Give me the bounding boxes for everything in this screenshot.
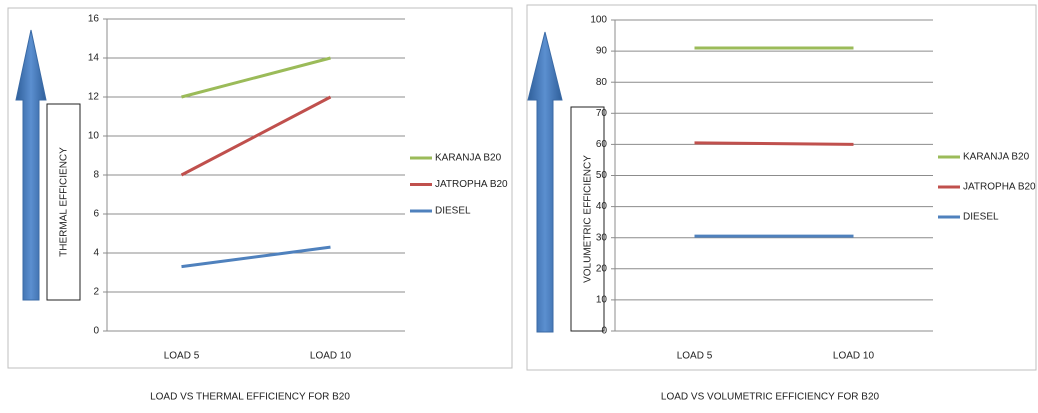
chart-caption: LOAD VS VOLUMETRIC EFFICIENCY FOR B20 <box>661 392 880 403</box>
arrow <box>15 29 47 301</box>
chart-frame <box>526 4 1037 371</box>
legend-label: DIESEL <box>963 212 999 223</box>
y-tick-label: 80 <box>596 77 608 88</box>
y-tick-label: 0 <box>93 326 99 337</box>
y-tick-label: 40 <box>596 201 608 212</box>
y-tick-label: 10 <box>596 295 608 306</box>
series-line <box>181 56 331 99</box>
series-line <box>181 245 331 269</box>
y-tick-label: 16 <box>88 14 100 25</box>
y-axis-label: THERMAL EFFICIENCY <box>59 147 70 257</box>
y-tick-label: 90 <box>596 46 608 57</box>
y-tick-label: 2 <box>93 287 99 298</box>
x-tick-label: LOAD 5 <box>677 351 713 362</box>
y-tick-label: 30 <box>596 232 608 243</box>
legend-label: JATROPHA B20 <box>963 182 1036 193</box>
y-tick-label: 60 <box>596 139 608 150</box>
arrow <box>527 31 563 333</box>
chart-caption: LOAD VS THERMAL EFFICIENCY FOR B20 <box>150 392 350 403</box>
chart-frame <box>7 7 513 369</box>
legend-label: KARANJA B20 <box>963 152 1030 163</box>
x-tick-label: LOAD 10 <box>310 351 352 362</box>
y-tick-label: 20 <box>596 263 608 274</box>
legend-label: DIESEL <box>435 206 471 217</box>
y-tick-label: 10 <box>88 131 100 142</box>
y-tick-label: 14 <box>88 53 100 64</box>
y-tick-label: 70 <box>596 108 608 119</box>
y-tick-label: 100 <box>590 15 607 26</box>
y-tick-label: 12 <box>88 92 100 103</box>
x-tick-label: LOAD 5 <box>164 351 200 362</box>
y-tick-label: 6 <box>93 209 99 220</box>
legend-label: JATROPHA B20 <box>435 179 508 190</box>
series-line <box>180 95 332 177</box>
legend-label: KARANJA B20 <box>435 153 502 164</box>
x-tick-label: LOAD 10 <box>833 351 875 362</box>
y-axis-label: VOLUMETRIC EFFICIENCY <box>583 155 594 283</box>
y-label-box <box>570 106 605 332</box>
y-label-box <box>46 103 81 301</box>
series-line <box>694 141 854 146</box>
y-tick-label: 0 <box>601 326 607 337</box>
y-tick-label: 50 <box>596 170 608 181</box>
y-tick-label: 8 <box>93 170 99 181</box>
y-tick-label: 4 <box>93 248 99 259</box>
